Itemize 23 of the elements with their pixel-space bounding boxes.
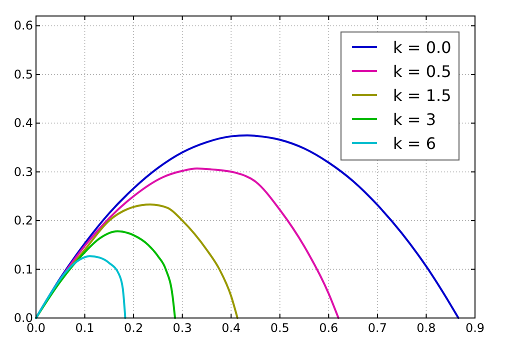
legend-label: k = 0.5 xyxy=(393,62,452,81)
x-tick-label: 0.3 xyxy=(172,321,192,335)
x-tick-label: 0.4 xyxy=(222,321,241,335)
x-tick-label: 0.0 xyxy=(26,321,46,335)
legend-label: k = 3 xyxy=(393,110,436,129)
x-tick-label: 0.8 xyxy=(416,321,436,335)
x-tick-label: 0.6 xyxy=(319,321,338,335)
y-tick-label: 0.5 xyxy=(14,67,33,82)
x-tick-label: 0.7 xyxy=(368,321,387,335)
y-tick-label: 0.6 xyxy=(14,18,33,33)
y-tick-label: 0.2 xyxy=(14,214,33,228)
x-tick-label: 0.5 xyxy=(270,321,290,335)
x-tick-label: 0.2 xyxy=(124,321,144,335)
y-tick-label: 0.4 xyxy=(14,116,33,130)
line-series xyxy=(35,230,176,319)
x-tick-label: 0.1 xyxy=(75,321,94,335)
legend-label: k = 0.0 xyxy=(393,38,452,57)
legend-label: k = 1.5 xyxy=(393,86,452,105)
x-tick-label: 0.9 xyxy=(465,321,485,335)
legend-label: k = 6 xyxy=(393,134,436,153)
y-tick-label: 0.3 xyxy=(14,164,33,179)
line-series xyxy=(35,255,126,319)
y-tick-label: 0.1 xyxy=(14,262,33,276)
